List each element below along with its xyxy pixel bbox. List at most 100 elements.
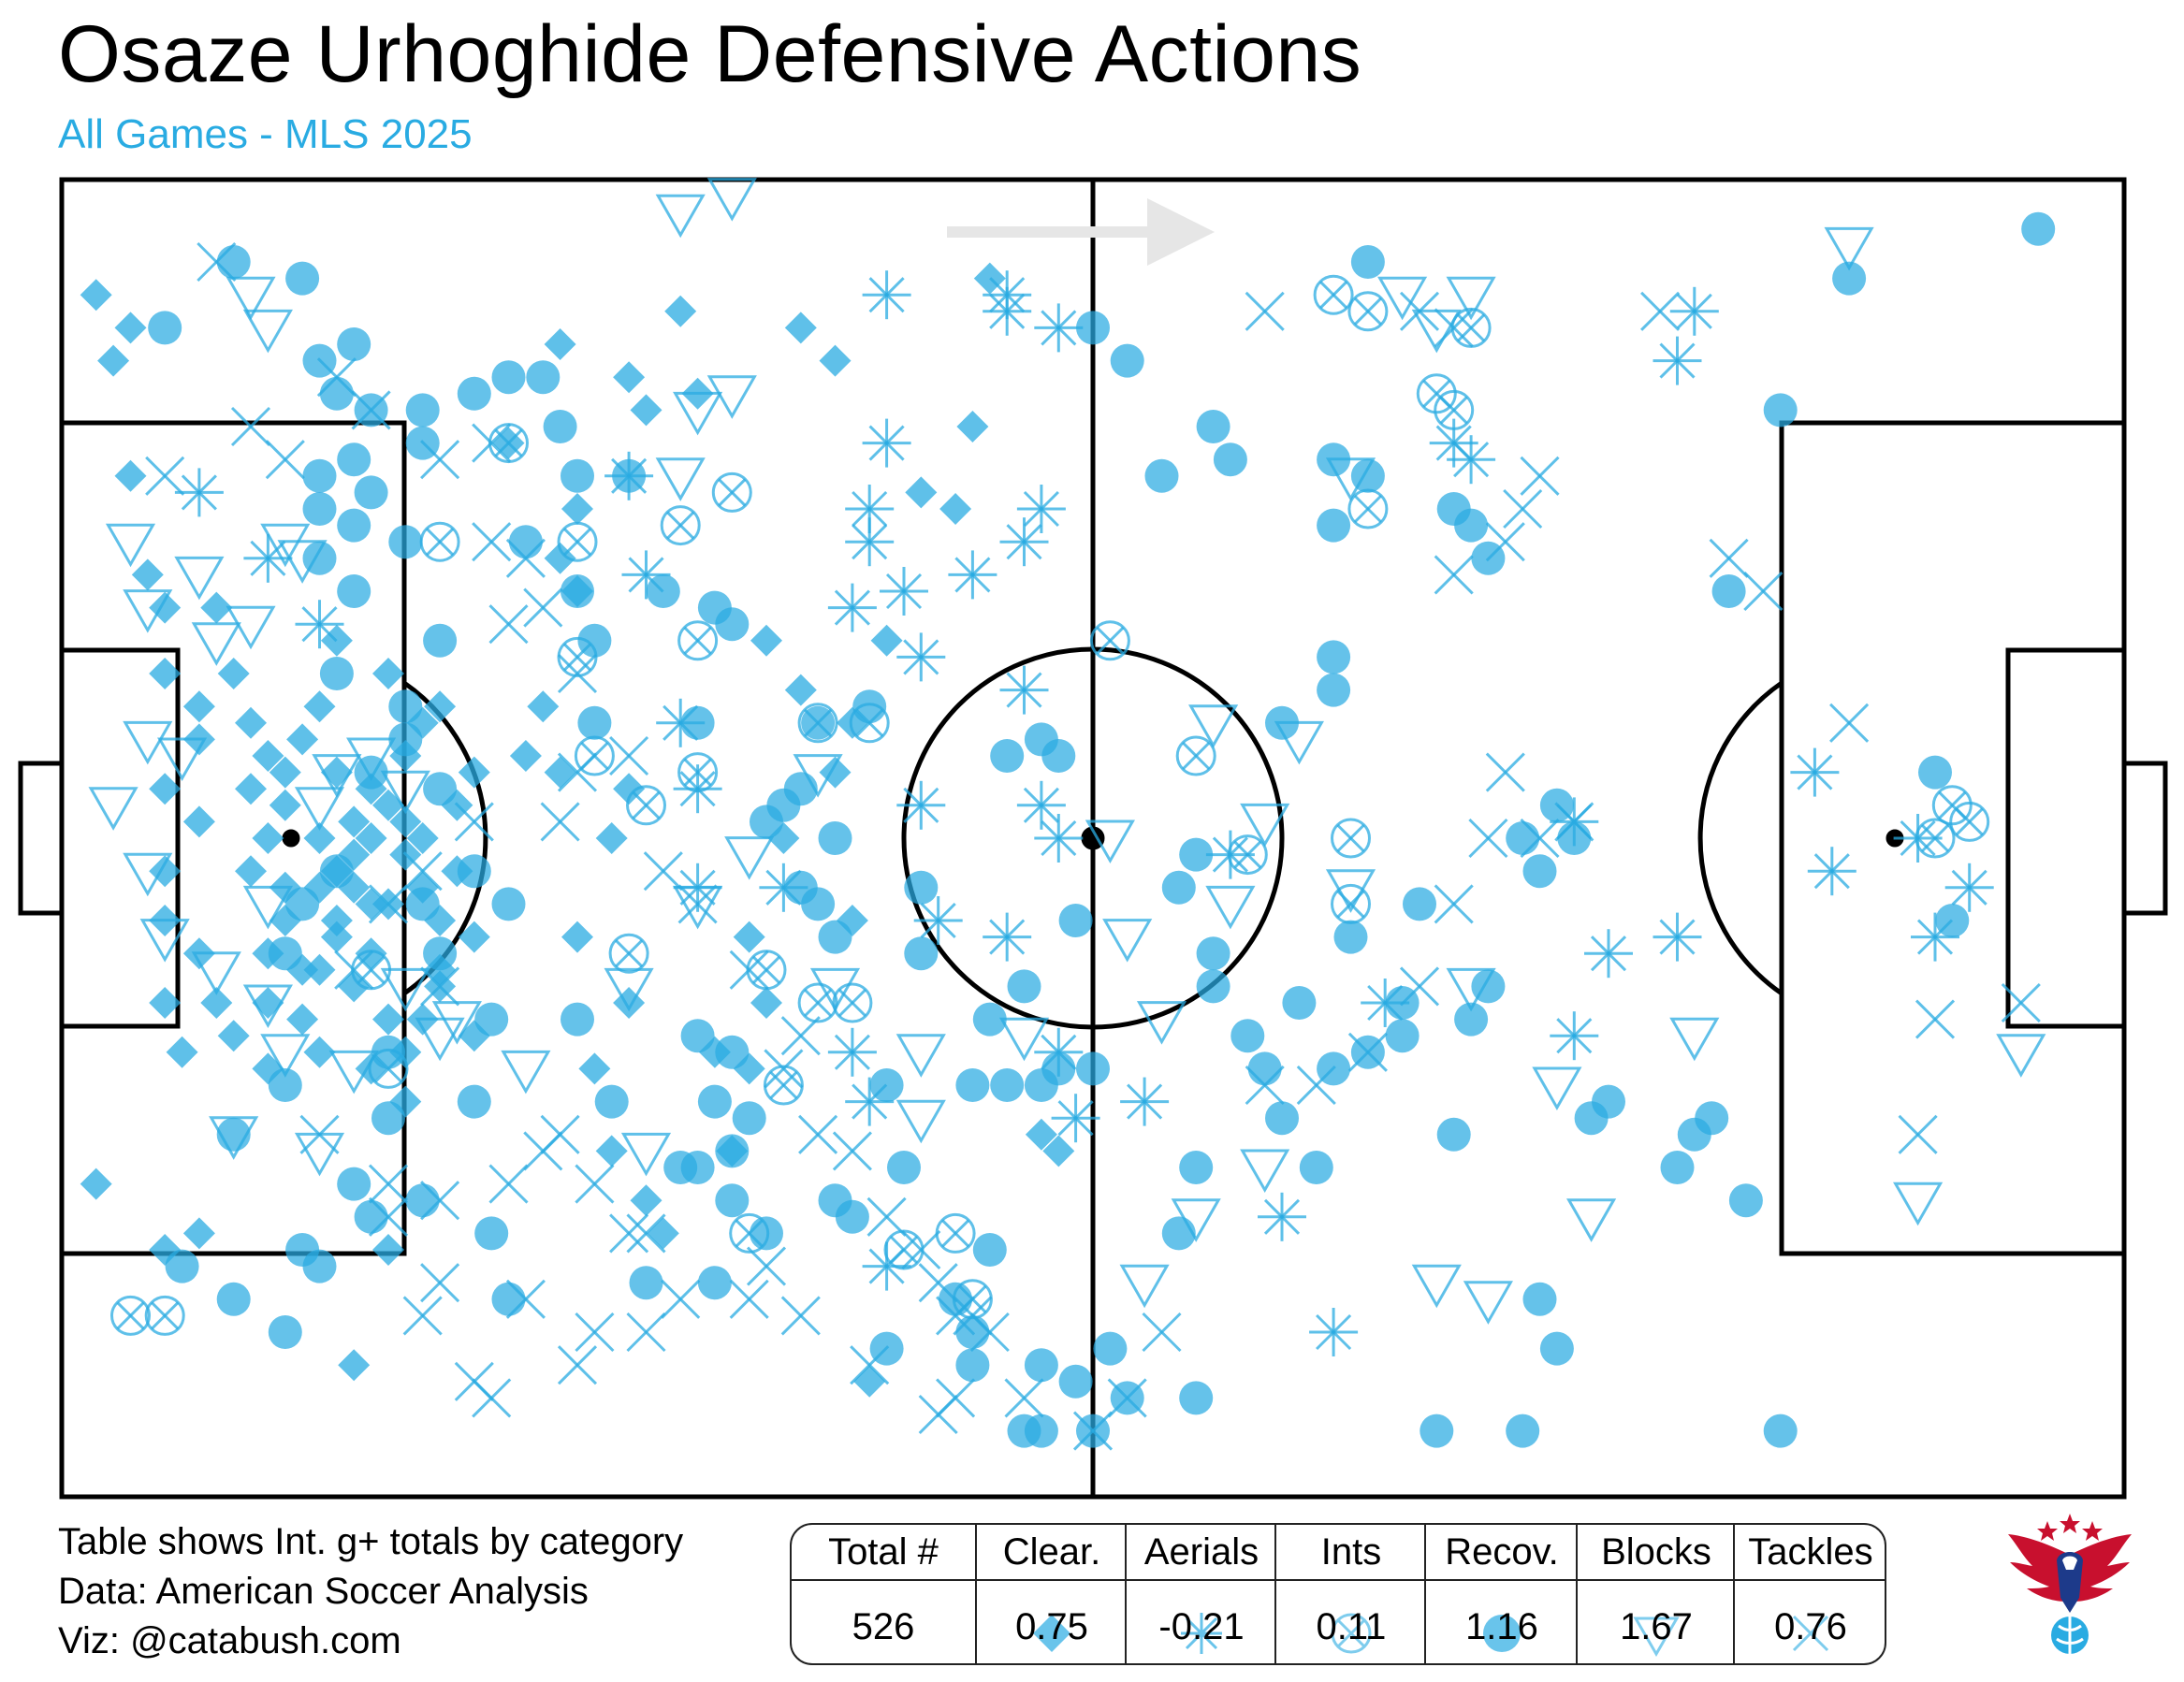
diamond-marker bbox=[97, 344, 130, 377]
circle-marker bbox=[955, 1068, 990, 1102]
diamond-marker bbox=[595, 822, 628, 854]
circle-marker bbox=[1110, 343, 1144, 378]
asterisk-marker bbox=[174, 468, 224, 517]
x-marker bbox=[1434, 555, 1474, 595]
diamond-marker bbox=[372, 658, 404, 689]
circle-marker bbox=[835, 1199, 869, 1234]
x-marker bbox=[901, 1229, 941, 1270]
circle-marker bbox=[955, 1348, 990, 1383]
series-triangle bbox=[88, 178, 2046, 1325]
circle-marker bbox=[1711, 574, 1746, 608]
circle-marker bbox=[388, 525, 423, 559]
circle-marker bbox=[561, 1002, 594, 1037]
x-marker bbox=[661, 1279, 701, 1319]
circle-marker bbox=[577, 623, 612, 658]
x-marker bbox=[351, 390, 391, 430]
diamond-marker bbox=[80, 1167, 112, 1200]
diamond-marker bbox=[630, 394, 662, 427]
notes-block: Table shows Int. g+ totals by category D… bbox=[58, 1517, 683, 1666]
triangle-marker bbox=[604, 967, 654, 1012]
circle-marker bbox=[371, 1101, 405, 1136]
circle-marker bbox=[405, 1183, 440, 1218]
col-value: 0.11 bbox=[1316, 1606, 1387, 1647]
circle-marker bbox=[1299, 1151, 1333, 1184]
diamond-marker bbox=[235, 706, 267, 739]
col-total: Total # 526 bbox=[792, 1525, 975, 1663]
x-marker bbox=[1709, 538, 1749, 578]
diamond-marker bbox=[217, 1020, 250, 1052]
asterisk-marker bbox=[1034, 303, 1084, 353]
circle-marker bbox=[680, 705, 715, 740]
circle-marker bbox=[337, 574, 371, 608]
circle-x-marker bbox=[1313, 274, 1354, 315]
circle-marker bbox=[165, 1249, 199, 1283]
circle-marker bbox=[1522, 1282, 1557, 1316]
x-marker bbox=[145, 456, 185, 496]
diamond-marker bbox=[149, 773, 182, 805]
x-marker bbox=[1245, 1065, 1285, 1106]
circle-marker bbox=[972, 1233, 1007, 1267]
diamond-marker bbox=[578, 1052, 611, 1085]
triangle-marker bbox=[895, 1034, 946, 1078]
diamond-marker bbox=[182, 1217, 215, 1250]
diamond-marker bbox=[217, 658, 250, 689]
circle-marker bbox=[337, 508, 371, 543]
pitch-lines bbox=[18, 177, 2168, 1500]
asterisk-marker bbox=[1807, 847, 1856, 896]
circle-marker bbox=[1076, 311, 1110, 345]
asterisk-marker bbox=[999, 665, 1049, 715]
circle-marker bbox=[491, 360, 526, 395]
col-header: Clear. bbox=[1002, 1531, 1101, 1573]
diamond-marker bbox=[750, 987, 782, 1019]
circle-marker bbox=[1265, 1101, 1299, 1136]
circle-marker bbox=[457, 376, 491, 411]
diamond-marker bbox=[286, 723, 319, 756]
circle-marker bbox=[750, 805, 783, 839]
circle-marker bbox=[1333, 920, 1368, 954]
series-diamond bbox=[80, 262, 1075, 1398]
circle-marker bbox=[302, 492, 337, 526]
circle-marker bbox=[561, 458, 594, 493]
circle-marker bbox=[1161, 1216, 1196, 1251]
circle-marker bbox=[1557, 821, 1592, 855]
diamond-marker bbox=[664, 295, 697, 327]
circle-marker bbox=[852, 689, 887, 724]
x-marker bbox=[488, 604, 529, 645]
circle-marker bbox=[1058, 904, 1093, 937]
circle-marker bbox=[423, 936, 458, 971]
circle-marker bbox=[577, 705, 612, 740]
triangle-marker bbox=[1240, 1149, 1290, 1194]
circle-marker bbox=[697, 1084, 732, 1119]
triangle-marker bbox=[1325, 869, 1376, 913]
note-data-source: Data: American Soccer Analysis bbox=[58, 1571, 589, 1612]
note-table-explanation: Table shows Int. g+ totals by category bbox=[58, 1521, 684, 1562]
x-marker bbox=[299, 1114, 340, 1154]
x-marker bbox=[1245, 291, 1285, 331]
x-marker bbox=[780, 1016, 821, 1056]
circle-marker bbox=[268, 1315, 302, 1349]
x-marker bbox=[1743, 571, 1784, 612]
diamond-marker bbox=[320, 756, 353, 789]
diamond-marker bbox=[595, 1135, 628, 1167]
x-marker bbox=[1399, 291, 1440, 331]
diamond-marker bbox=[320, 905, 353, 936]
diamond-marker bbox=[544, 756, 576, 789]
triangle-marker bbox=[123, 720, 173, 765]
diamond-marker bbox=[200, 987, 233, 1019]
circle-x-marker bbox=[763, 1065, 804, 1106]
x-marker bbox=[420, 440, 460, 480]
circle-marker bbox=[1041, 739, 1076, 773]
triangle-marker bbox=[174, 556, 225, 601]
circle-x-marker bbox=[144, 1295, 185, 1336]
x-marker bbox=[472, 423, 512, 463]
x-marker bbox=[505, 1279, 546, 1319]
triangle-marker bbox=[277, 540, 328, 584]
action-markers bbox=[80, 178, 2056, 1451]
circle-x-marker bbox=[677, 620, 719, 661]
circle-marker bbox=[1454, 1002, 1489, 1037]
diamond-marker bbox=[458, 921, 490, 953]
triangle-marker bbox=[312, 754, 362, 798]
circle-marker bbox=[1196, 410, 1230, 443]
x-marker bbox=[1296, 1065, 1336, 1106]
asterisk-marker bbox=[1016, 780, 1066, 830]
